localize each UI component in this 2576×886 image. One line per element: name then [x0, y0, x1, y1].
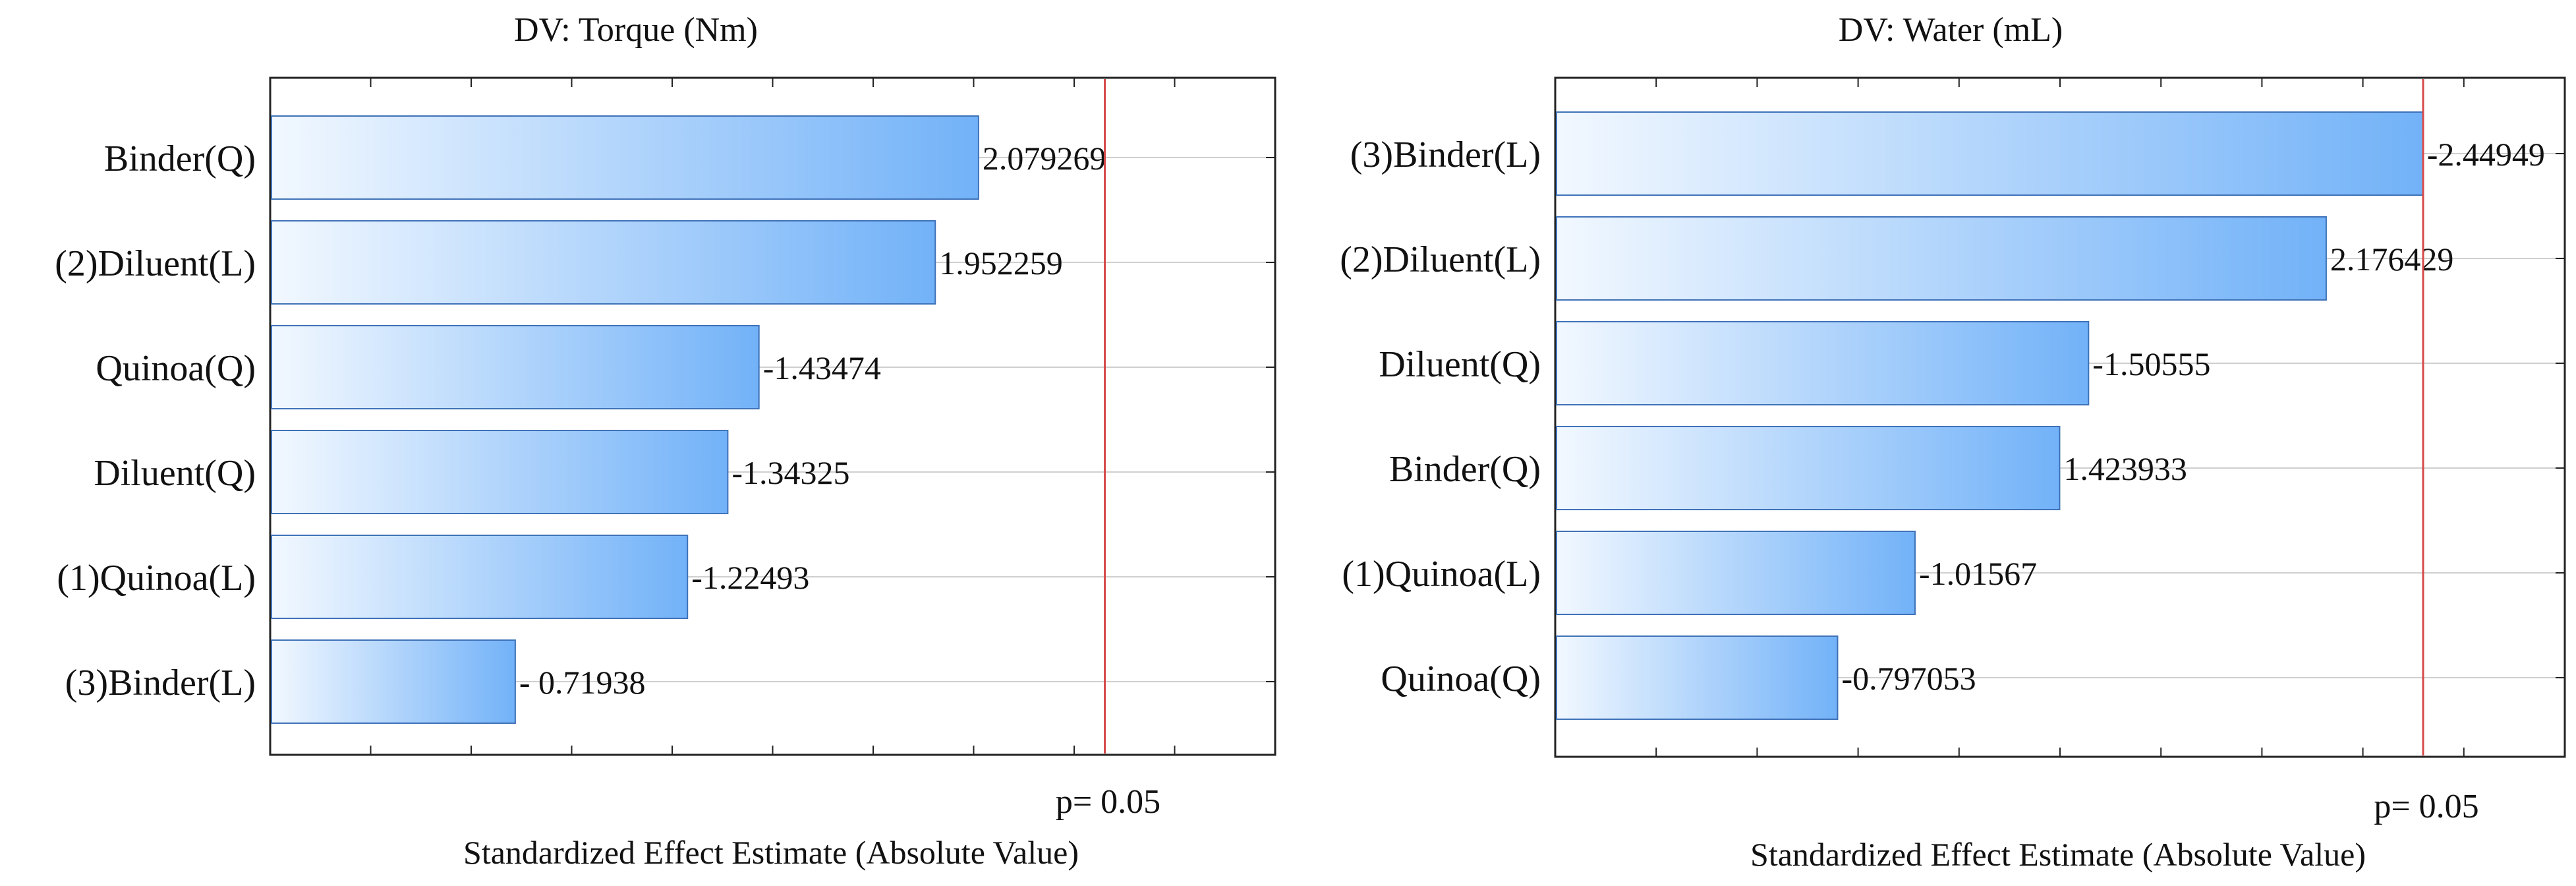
bar-torque-5	[271, 535, 689, 619]
value-label-torque-3: -1.43474	[763, 349, 881, 386]
panel-water: DV: Water (mL) -2.44949 (3)Binder(L) 2.176…	[1340, 11, 2566, 873]
value-label-water-5: -1.01567	[1919, 555, 2037, 592]
bar-torque-2	[271, 220, 936, 305]
category-label-water-6: Quinoa(Q)	[1381, 659, 1541, 699]
category-label-torque-6: (3)Binder(L)	[65, 663, 256, 703]
value-label-water-6: -0.797053	[1841, 660, 1976, 697]
bar-water-2	[1556, 216, 2327, 301]
x-axis-label-torque: Standardized Effect Estimate (Absolute V…	[463, 834, 1079, 871]
bar-water-4	[1556, 426, 2061, 510]
reference-label-water: p= 0.05	[2374, 788, 2478, 825]
bar-torque-3	[271, 325, 760, 409]
value-label-water-3: -1.50555	[2092, 345, 2210, 382]
category-label-water-5: (1)Quinoa(L)	[1342, 554, 1541, 595]
bar-water-5	[1556, 531, 1916, 615]
category-label-torque-4: Diluent(Q)	[94, 453, 256, 494]
category-label-water-2: (2)Diluent(L)	[1340, 239, 1541, 280]
x-axis-label-water: Standardized Effect Estimate (Absolute V…	[1750, 836, 2366, 873]
bar-torque-4	[271, 430, 729, 514]
value-label-water-1: -2.44949	[2427, 136, 2545, 173]
bars-water: -2.44949 (3)Binder(L) 2.176429 (2)Diluent(L…	[1340, 111, 2545, 720]
value-label-torque-4: -1.34325	[731, 454, 849, 491]
tick-marks-torque	[270, 78, 1275, 755]
value-label-torque-1: 2.079269	[983, 140, 1106, 177]
value-label-water-2: 2.176429	[2330, 241, 2454, 278]
category-label-water-3: Diluent(Q)	[1379, 344, 1541, 385]
reference-label-torque: p= 0.05	[1056, 783, 1160, 821]
category-label-torque-3: Quinoa(Q)	[96, 348, 256, 389]
category-label-water-1: (3)Binder(L)	[1350, 134, 1541, 175]
value-label-torque-2: 1.952259	[939, 245, 1063, 281]
value-label-water-4: 1.423933	[2063, 450, 2187, 487]
category-label-torque-5: (1)Quinoa(L)	[57, 558, 256, 599]
bars-torque: 2.079269 Binder(Q) 1.952259 (2)Diluent(L) -1…	[55, 115, 1106, 724]
bar-water-1	[1556, 111, 2424, 196]
category-label-torque-1: Binder(Q)	[104, 138, 256, 179]
chart-title-water: DV: Water (mL)	[1839, 11, 2063, 49]
bar-water-3	[1556, 321, 2090, 405]
value-label-torque-5: -1.22493	[691, 559, 809, 596]
bar-water-6	[1556, 635, 1839, 720]
value-label-torque-6: - 0.71938	[519, 664, 646, 701]
bar-torque-6	[271, 639, 516, 724]
category-label-water-4: Binder(Q)	[1389, 449, 1541, 490]
chart-title-torque: DV: Torque (Nm)	[514, 11, 758, 49]
bar-torque-1	[271, 115, 979, 200]
panel-torque: DV: Torque (Nm) 2.079269 Binder(Q) 1.95225…	[55, 11, 1276, 871]
category-label-torque-2: (2)Diluent(L)	[55, 243, 256, 284]
